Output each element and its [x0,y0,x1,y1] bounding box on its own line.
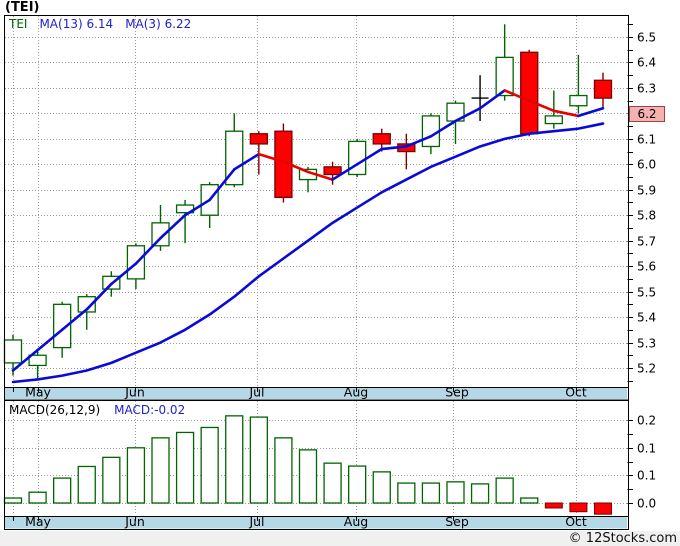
price-axis-label: 6.5 [637,31,656,45]
month-label: May [25,514,51,529]
price-axis-label: 5.4 [637,311,656,325]
ma13-legend: MA(13) 6.14 [39,17,114,31]
candles [3,24,613,379]
price-panel: 6.56.46.36.26.16.05.95.85.75.65.55.45.35… [3,15,656,401]
bottom-strip [0,531,680,546]
price-axis-label: 5.7 [637,235,656,249]
month-label: Jun [124,385,145,400]
chart-root: 6.56.46.36.26.16.05.95.85.75.65.55.45.35… [3,15,656,530]
macd-legend: MACD(26,12,9) MACD:-0.02 [9,403,185,417]
macd-axis-label: 0.0 [637,497,656,511]
price-axis-label: 5.3 [637,337,656,351]
last-price-badge: 6.2 [629,106,665,122]
month-label: Jun [124,514,145,529]
price-axis-label: 6.1 [637,133,656,147]
price-axis-label: 5.8 [637,209,656,223]
price-axis-label: 6.4 [637,56,656,70]
month-label: Aug [344,514,368,529]
month-label: Jul [248,385,264,400]
price-axis-label: 5.2 [637,362,656,376]
price-axis-label: 6.0 [637,158,656,172]
price-axis-label: 5.9 [637,184,656,198]
price-legend: TEI MA(13) 6.14 MA(3) 6.22 [9,17,191,31]
ma13-line [11,122,605,384]
price-axis-label: 5.6 [637,260,656,274]
month-label: May [25,385,51,400]
ma3-line [11,89,605,372]
macd-panel: 0.2 0.1 0.1 0.0 May Jun Jul Aug Sep Oct [3,400,656,530]
price-axis-label: 6.3 [637,82,656,96]
macd-params-label: MACD(26,12,9) [9,403,101,417]
page-title: (TEI) [5,0,40,15]
ma3-legend: MA(3) 6.22 [125,17,192,31]
copyright: © 12Stocks.com [568,531,677,546]
symbol-label: TEI [9,17,28,31]
macd-value-label: MACD:-0.02 [114,403,186,417]
month-label: Oct [565,385,587,400]
macd-axis-label: 0.1 [637,442,656,456]
macd-axis-label: 0.1 [637,469,656,483]
month-label: Oct [565,514,587,529]
month-label: Sep [445,514,469,529]
month-label: Sep [445,385,469,400]
macd-axis-label: 0.2 [637,414,656,428]
price-axis-label: 5.5 [637,286,656,300]
macd-bars [3,415,612,515]
month-label: Jul [248,514,264,529]
month-label: Aug [344,385,368,400]
